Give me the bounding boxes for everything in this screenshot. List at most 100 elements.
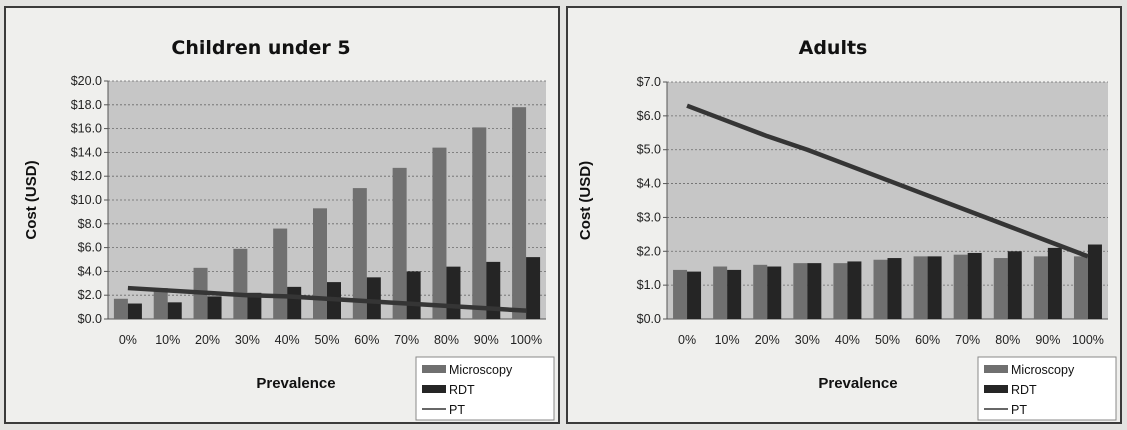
x-tick-label: 30%: [795, 333, 820, 347]
x-tick-label: 90%: [474, 333, 499, 347]
legend-swatch-microscopy: [422, 365, 446, 373]
x-tick-label: 0%: [678, 333, 696, 347]
bar-rdt: [1087, 244, 1102, 319]
chart-children-under-5: $0.0 $2.0 $4.0 $6.0 $8.0 $10.0 $12.0 $14.0 $16.0…: [23, 37, 555, 421]
legend-swatch-rdt: [984, 385, 1008, 393]
bar-microscopy: [993, 258, 1008, 319]
x-tick-label: 10%: [155, 333, 180, 347]
line-pt: [127, 285, 527, 313]
y-tick-label: $0.0: [637, 312, 661, 326]
y-tick-label: $1.0: [637, 278, 661, 292]
bar-rdt: [127, 303, 142, 319]
bar-microscopy: [1073, 256, 1088, 319]
y-tick-label: $5.0: [637, 143, 661, 157]
legend-swatch-microscopy: [984, 365, 1008, 373]
y-tick-label: $8.0: [78, 217, 102, 231]
x-tick-label: 100%: [510, 333, 542, 347]
x-axis-title: Prevalence: [818, 375, 897, 392]
bar-microscopy: [913, 256, 928, 319]
legend-swatch-rdt: [422, 385, 446, 393]
bar-microscopy: [833, 263, 848, 319]
bar-rdt: [287, 286, 302, 319]
bar-microscopy: [233, 248, 248, 319]
x-tick-label: 80%: [995, 333, 1020, 347]
bar-microscopy: [753, 264, 768, 319]
y-tick-label: $14.0: [71, 145, 102, 159]
y-tick-label: $6.0: [78, 241, 102, 255]
y-tick-label: $0.0: [78, 312, 102, 326]
x-tick-label: 90%: [1035, 333, 1060, 347]
y-tick-label: $20.0: [71, 74, 102, 88]
bar-rdt: [927, 256, 942, 319]
bar-microscopy: [793, 263, 808, 319]
y-tick-label: $3.0: [637, 210, 661, 224]
x-axis-title: Prevalence: [256, 375, 335, 392]
bar-microscopy: [113, 298, 128, 319]
bar-microscopy: [713, 266, 728, 319]
bar-microscopy: [472, 127, 487, 319]
bar-microscopy: [153, 288, 168, 319]
bar-rdt: [207, 296, 222, 319]
chart-panel-adults: $0.0 $1.0 $2.0 $3.0 $4.0 $5.0 $6.0 $7.0 0% 10% 20%…: [566, 6, 1122, 424]
legend-label: PT: [1011, 403, 1027, 417]
bar-microscopy: [432, 147, 447, 319]
bar-rdt: [887, 258, 902, 319]
chart-title: Adults: [799, 37, 868, 59]
bar-microscopy: [873, 259, 888, 319]
y-axis-title: Cost (USD): [23, 160, 40, 239]
bar-microscopy: [1033, 256, 1048, 319]
bar-rdt: [446, 266, 461, 319]
legend: Microscopy RDT PT: [415, 356, 555, 421]
y-tick-label: $7.0: [637, 75, 661, 89]
bar-microscopy: [673, 269, 688, 319]
x-tick-label: 60%: [354, 333, 379, 347]
bar-rdt: [526, 257, 541, 319]
x-tick-label: 30%: [235, 333, 260, 347]
bar-rdt: [767, 266, 782, 319]
chart-panel-children: $0.0 $2.0 $4.0 $6.0 $8.0 $10.0 $12.0 $14.0 $16.0…: [4, 6, 560, 424]
legend-label: RDT: [1011, 383, 1037, 397]
y-tick-label: $18.0: [71, 98, 102, 112]
bar-rdt: [486, 261, 501, 319]
chart-adults: $0.0 $1.0 $2.0 $3.0 $4.0 $5.0 $6.0 $7.0 0% 10% 20%…: [577, 37, 1117, 421]
bar-microscopy: [313, 208, 327, 319]
y-tick-label: $2.0: [78, 288, 102, 302]
x-tick-label: 70%: [394, 333, 419, 347]
x-tick-label: 20%: [195, 333, 220, 347]
legend-label: Microscopy: [1011, 363, 1075, 377]
bar-microscopy: [273, 228, 288, 319]
y-tick-label: $10.0: [71, 193, 102, 207]
x-tick-label: 50%: [875, 333, 900, 347]
x-tick-label: 10%: [715, 333, 740, 347]
y-tick-label: $2.0: [637, 244, 661, 258]
x-tick-label: 0%: [119, 333, 137, 347]
x-tick-label: 80%: [434, 333, 459, 347]
bar-rdt: [1047, 247, 1062, 319]
legend-label: RDT: [449, 383, 475, 397]
bar-rdt: [247, 292, 262, 319]
bar-microscopy: [392, 167, 407, 319]
y-tick-label: $12.0: [71, 169, 102, 183]
y-tick-label: $6.0: [637, 109, 661, 123]
bar-microscopy: [352, 188, 367, 319]
x-tick-label: 50%: [314, 333, 339, 347]
x-tick-label: 40%: [835, 333, 860, 347]
bar-rdt: [727, 269, 742, 319]
legend-label: Microscopy: [449, 363, 513, 377]
bar-microscopy: [512, 107, 527, 320]
y-tick-label: $16.0: [71, 122, 102, 136]
bar-rdt: [687, 271, 702, 319]
bar-rdt: [167, 302, 182, 319]
bar-rdt: [366, 277, 381, 319]
bar-rdt: [847, 261, 862, 319]
x-tick-label: 20%: [755, 333, 780, 347]
legend-label: PT: [449, 403, 465, 417]
bar-rdt: [807, 263, 822, 319]
line-pt: [686, 103, 1089, 259]
x-tick-label: 70%: [955, 333, 980, 347]
bar-rdt: [1007, 251, 1022, 319]
chart-title: Children under 5: [171, 37, 350, 59]
legend: Microscopy RDT PT: [977, 356, 1117, 421]
bar-rdt: [406, 271, 421, 319]
x-tick-label: 60%: [915, 333, 940, 347]
